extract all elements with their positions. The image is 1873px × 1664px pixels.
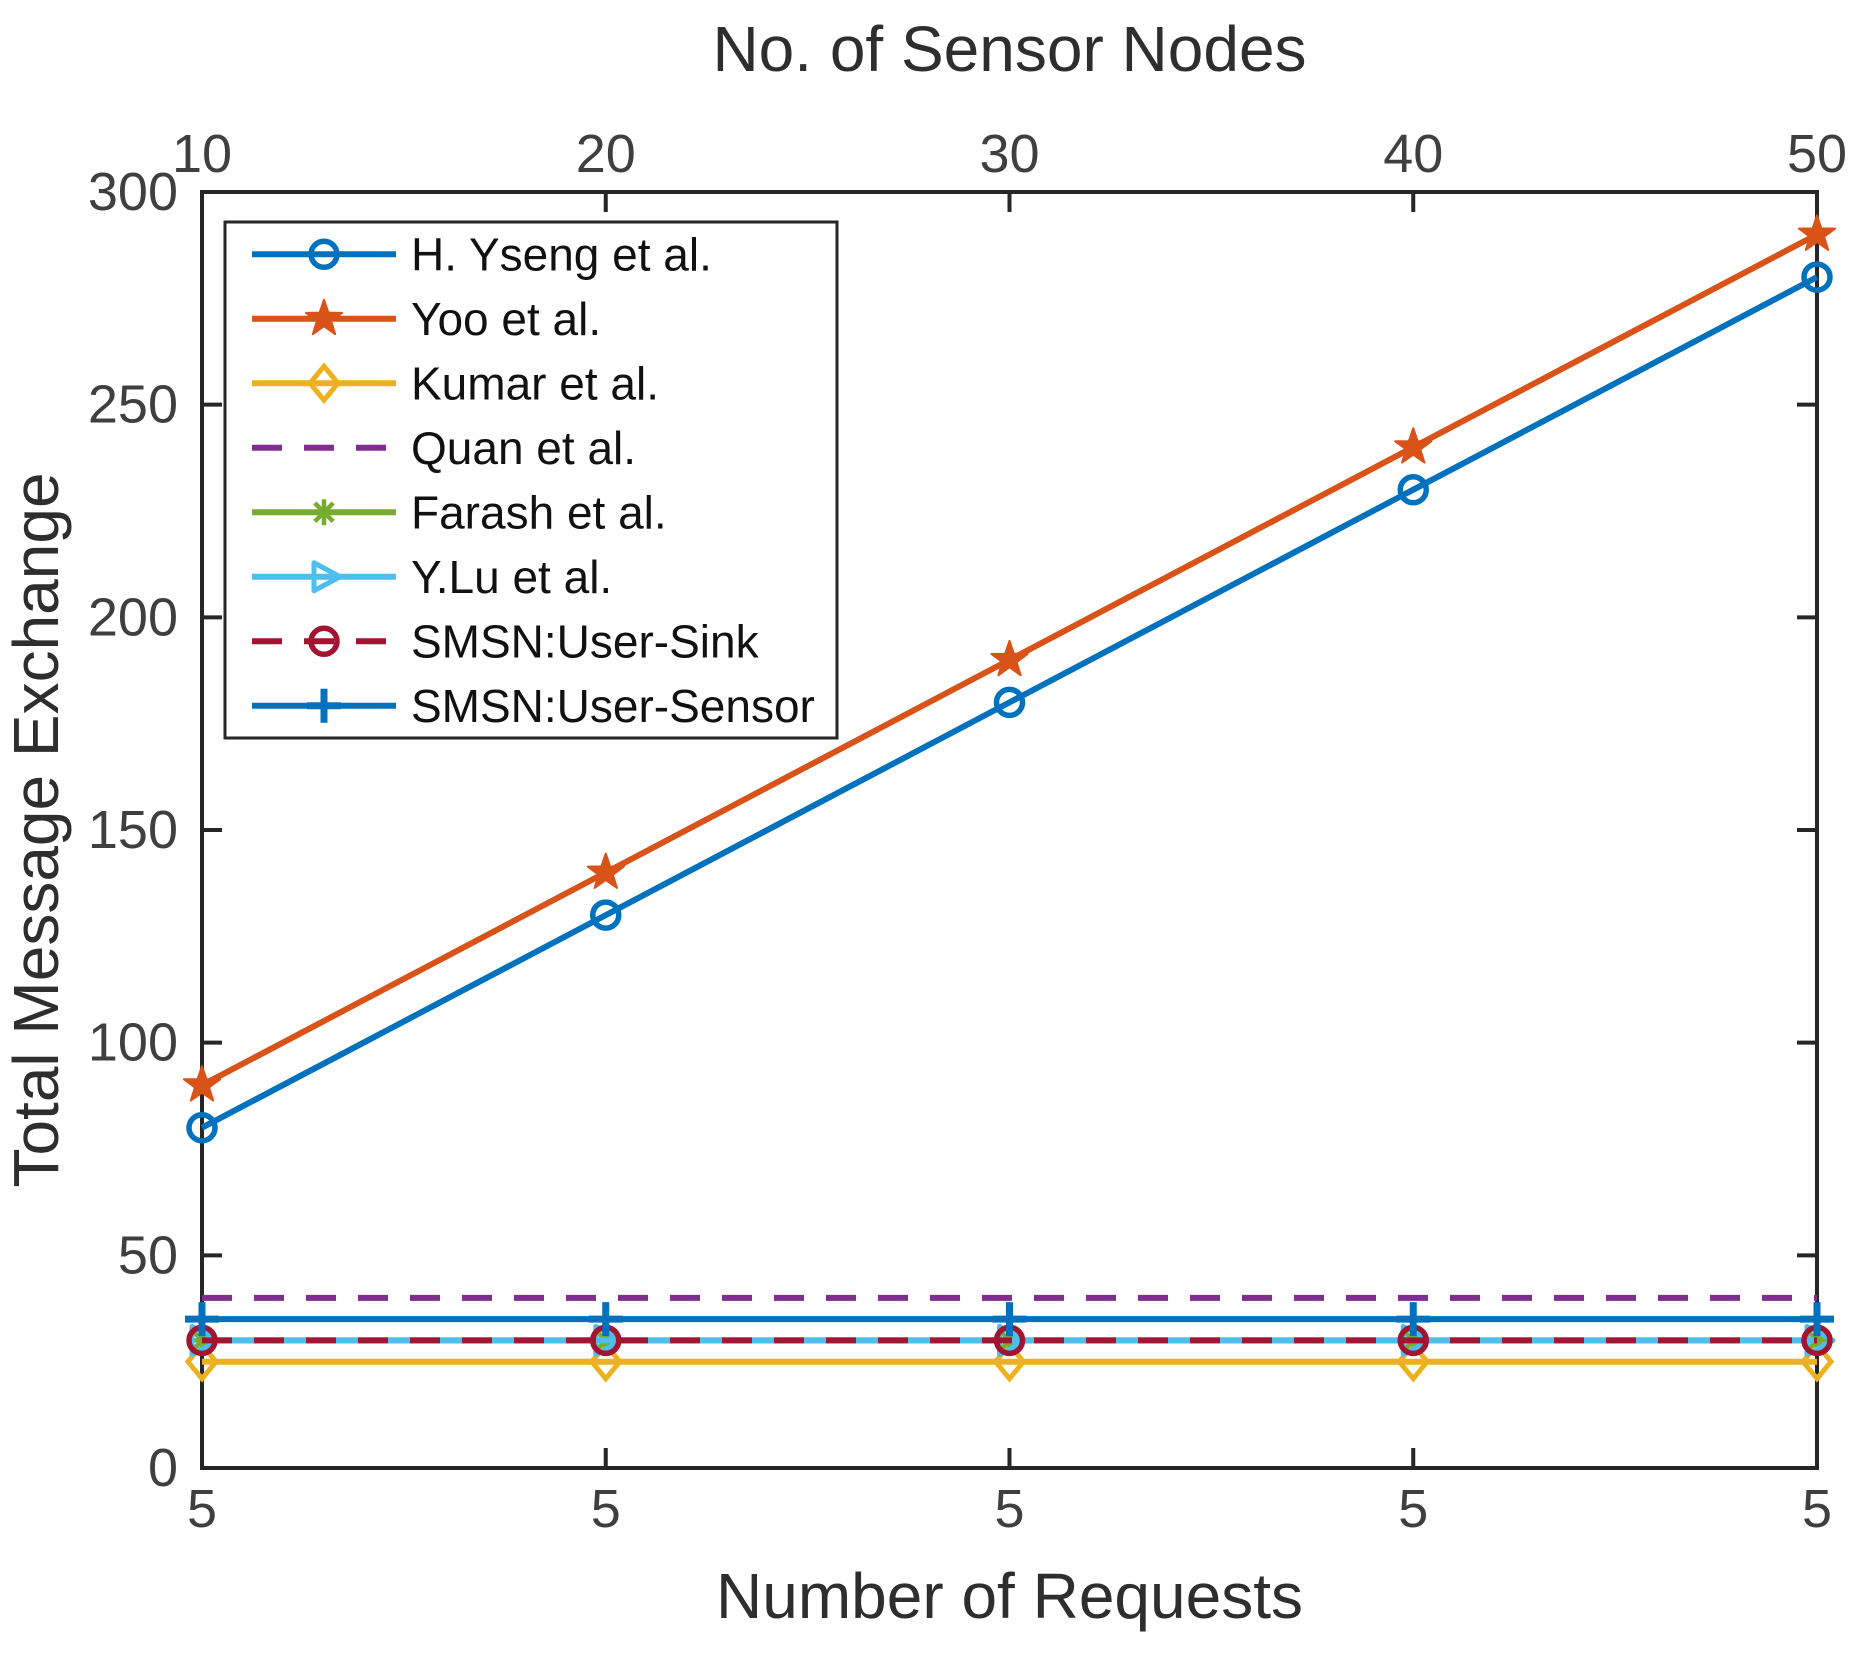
asterisk-marker xyxy=(311,499,337,526)
star-marker xyxy=(586,852,625,889)
left-tick-label: 50 xyxy=(118,1225,178,1285)
circle-marker xyxy=(993,686,1026,719)
star-marker xyxy=(1394,427,1433,464)
bottom-tick-label: 5 xyxy=(591,1479,621,1539)
plus-marker xyxy=(588,1302,623,1337)
legend-entry: Y.Lu et al. xyxy=(252,551,612,603)
left-tick-label: 0 xyxy=(148,1438,178,1498)
circle-marker xyxy=(308,625,340,657)
legend-entry: SMSN:User-Sensor xyxy=(252,680,815,732)
legend-label: Y.Lu et al. xyxy=(411,551,612,603)
legend-entry: Farash et al. xyxy=(252,486,667,538)
top-tick-label: 50 xyxy=(1787,124,1847,184)
legend-entry: SMSN:User-Sink xyxy=(252,615,760,667)
left-tick-label: 300 xyxy=(88,162,178,222)
top-tick-label: 20 xyxy=(576,124,636,184)
legend-entry: Kumar et al. xyxy=(252,357,659,409)
plus-marker xyxy=(1396,1302,1431,1337)
left-tick-label: 200 xyxy=(88,587,178,647)
legend-label: SMSN:User-Sink xyxy=(411,615,760,667)
diamond-marker xyxy=(306,362,342,405)
legend-entry: H. Yseng et al. xyxy=(252,228,712,280)
left-tick-label: 100 xyxy=(88,1013,178,1073)
top-axis-tick-labels: 10 20 30 40 50 xyxy=(172,124,1847,184)
series-group xyxy=(182,214,1837,1383)
legend-label: SMSN:User-Sensor xyxy=(411,680,815,732)
left-axis-tick-labels: 0 50 100 150 200 250 300 xyxy=(88,162,178,1498)
plus-marker xyxy=(992,1302,1027,1337)
plus-marker xyxy=(185,1302,219,1337)
top-tick-label: 40 xyxy=(1383,124,1443,184)
series-yoo-et-al- xyxy=(182,214,1837,1102)
star-marker xyxy=(182,1065,222,1102)
bottom-tick-label: 5 xyxy=(1398,1479,1428,1539)
circle-marker xyxy=(186,1111,218,1144)
triangle-right-marker xyxy=(311,560,343,594)
circle-marker xyxy=(308,238,340,270)
series-h-yseng-et-al- xyxy=(186,261,1833,1144)
legend-entry: Yoo et al. xyxy=(252,293,601,345)
legend-entry: Quan et al. xyxy=(252,422,636,474)
circle-marker xyxy=(590,899,622,931)
bottom-tick-label: 5 xyxy=(1802,1479,1832,1539)
legend-label: H. Yseng et al. xyxy=(411,228,712,280)
legend-label: Kumar et al. xyxy=(411,357,659,409)
circle-marker xyxy=(1397,473,1429,506)
star-marker xyxy=(1797,214,1837,251)
legend-label: Quan et al. xyxy=(411,422,636,474)
legend: H. Yseng et al. Yoo et al. Kumar et al. Qua… xyxy=(223,220,839,740)
circle-marker xyxy=(1801,261,1833,293)
top-tick-label: 30 xyxy=(979,124,1039,184)
bottom-tick-label: 5 xyxy=(187,1479,217,1539)
legend-label: Yoo et al. xyxy=(411,293,601,345)
plus-marker xyxy=(307,688,341,723)
legend-label: Farash et al. xyxy=(411,486,667,538)
top-axis-title: No. of Sensor Nodes xyxy=(712,13,1306,85)
star-marker xyxy=(304,298,344,336)
bottom-axis-tick-labels: 5 5 5 5 5 xyxy=(187,1479,1832,1539)
left-axis-title: Total Message Exchange xyxy=(0,472,72,1187)
axis-ticks xyxy=(200,190,1819,1470)
star-marker xyxy=(990,639,1029,677)
axis-titles: No. of Sensor Nodes Number of Requests Tot… xyxy=(0,13,1307,1632)
bottom-tick-label: 5 xyxy=(994,1479,1024,1539)
top-tick-label: 10 xyxy=(172,124,232,184)
bottom-axis-title: Number of Requests xyxy=(716,1560,1303,1632)
plus-marker xyxy=(1800,1302,1834,1337)
left-tick-label: 250 xyxy=(88,375,178,435)
series-smsn-user-sensor xyxy=(185,1302,1834,1337)
left-tick-label: 150 xyxy=(88,800,178,860)
